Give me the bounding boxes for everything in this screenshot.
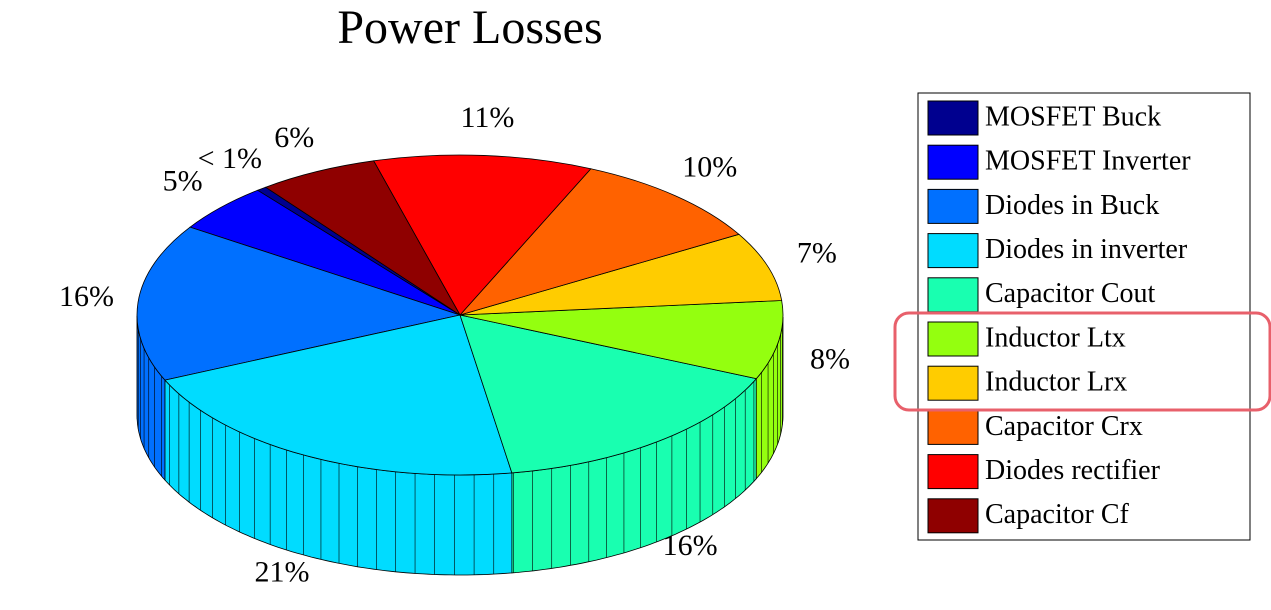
legend-label: Capacitor Cout xyxy=(985,278,1156,309)
value-label: < 1% xyxy=(198,142,262,175)
legend-label: Diodes in inverter xyxy=(985,234,1188,265)
legend-swatch xyxy=(927,277,979,313)
value-label: 6% xyxy=(274,121,314,154)
value-label: 5% xyxy=(163,165,203,198)
legend-swatch xyxy=(927,365,979,401)
pie-labels: < 1%5% 16% 21% 16% 8% 7% 10% 11% 6% xyxy=(59,101,850,588)
value-label: 8% xyxy=(810,343,850,376)
legend-label: MOSFET Inverter xyxy=(985,146,1191,177)
value-label: 21% xyxy=(254,556,309,589)
slice xyxy=(164,314,513,476)
pie-sides xyxy=(136,315,784,576)
legend-swatch xyxy=(927,454,979,490)
legend-label: Capacitor Cf xyxy=(985,499,1130,530)
slice xyxy=(459,233,783,316)
slice xyxy=(458,168,740,316)
value-label: 10% xyxy=(682,150,737,183)
legend-label: Diodes in Buck xyxy=(985,190,1159,221)
chart-title: Power Losses xyxy=(337,1,602,54)
legend-swatch xyxy=(927,144,979,180)
legend-swatch xyxy=(927,321,979,357)
slice xyxy=(459,300,784,380)
legend-swatch xyxy=(927,498,979,534)
slice xyxy=(373,154,592,316)
legend-swatch xyxy=(927,233,979,269)
value-label: 16% xyxy=(59,280,114,313)
value-label: 7% xyxy=(797,236,837,269)
legend-label: MOSFET Buck xyxy=(985,101,1161,132)
slice xyxy=(136,226,462,381)
highlight-box xyxy=(893,311,1271,412)
legend: MOSFET Buck MOSFET Inverter Diodes in Buck… xyxy=(927,100,1191,534)
legend-swatch xyxy=(927,188,979,224)
value-label: 11% xyxy=(460,101,514,134)
slice xyxy=(459,314,758,474)
legend-label: Inductor Lrx xyxy=(985,367,1127,398)
legend-swatch xyxy=(927,100,979,136)
legend-swatch xyxy=(927,409,979,445)
legend-label: Capacitor Crx xyxy=(985,411,1143,442)
legend-label: Diodes rectifier xyxy=(985,455,1161,486)
pie-tops xyxy=(136,154,784,476)
value-label: 16% xyxy=(663,529,718,562)
legend-label: Inductor Ltx xyxy=(985,322,1126,353)
slice xyxy=(264,160,461,316)
